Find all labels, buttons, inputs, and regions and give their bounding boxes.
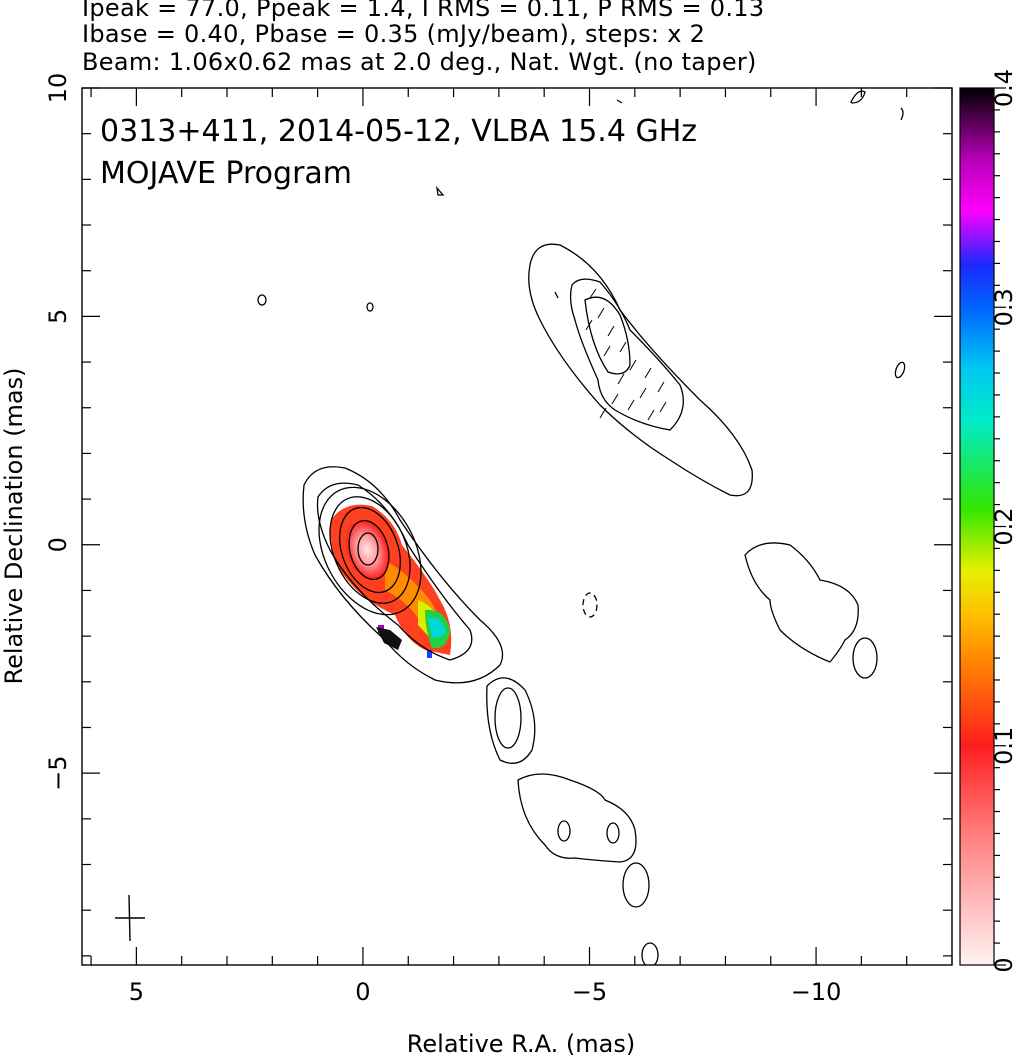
colorbar-tick-label: 0.2	[990, 507, 1018, 545]
chart-subtitle: MOJAVE Program	[100, 156, 352, 191]
y-tick-label: 0	[44, 537, 72, 552]
x-tick-label: 5	[129, 978, 144, 1006]
x-tick-label: −5	[572, 978, 607, 1006]
contour-layer	[257, 90, 906, 965]
header-beam-line: Beam: 1.06x0.62 mas at 2.0 deg., Nat. Wg…	[82, 48, 757, 76]
colorbar-tick-label: 0.1	[990, 727, 1018, 765]
x-tick-label: 0	[355, 978, 370, 1006]
beam-marker	[115, 894, 145, 942]
chart-title: 0313+411, 2014-05-12, VLBA 15.4 GHz	[100, 114, 697, 149]
plot-frame	[81, 87, 953, 966]
colorbar-tick-label: 0.4	[990, 69, 1018, 107]
y-tick-label: 5	[44, 309, 72, 324]
colorbar-tick-label: 0.3	[990, 288, 1018, 326]
y-tick-label: −5	[44, 755, 72, 790]
header-base-line: Ibase = 0.40, Pbase = 0.35 (mJy/beam), s…	[82, 20, 706, 48]
x-tick-label: −10	[791, 978, 842, 1006]
header-stats-line: Ipeak = 77.0, Ppeak = 1.4, I RMS = 0.11,…	[82, 0, 765, 22]
x-axis-label: Relative R.A. (mas)	[407, 1030, 635, 1058]
colorbar	[959, 87, 995, 966]
y-tick-label: 10	[44, 73, 72, 104]
colorbar-tick-label: 0	[990, 957, 1018, 972]
y-axis-label: Relative Declination (mas)	[0, 367, 28, 684]
polarization-vectors	[585, 288, 667, 421]
